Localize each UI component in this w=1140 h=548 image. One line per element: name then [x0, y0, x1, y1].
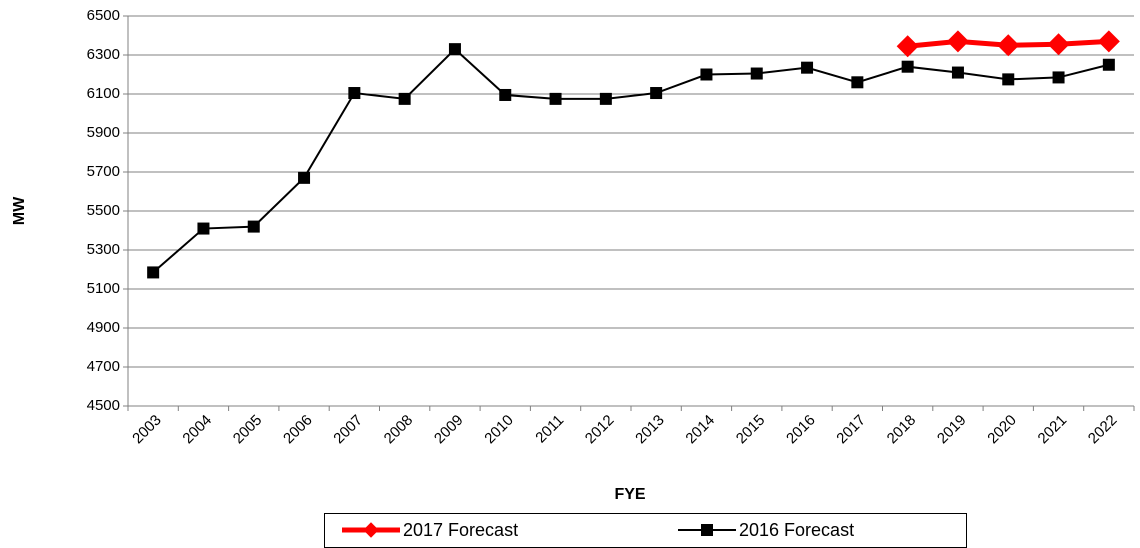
y-tick-label: 5700 — [87, 163, 120, 180]
legend-marker — [363, 522, 379, 538]
data-point — [851, 76, 864, 89]
data-point — [946, 30, 969, 53]
data-point — [901, 60, 914, 73]
data-point — [147, 266, 160, 279]
series-line — [152, 47, 1110, 274]
data-point — [1002, 73, 1015, 86]
y-tick-label: 6300 — [87, 46, 120, 63]
legend-label: 2017 Forecast — [403, 520, 518, 540]
data-point — [1052, 71, 1065, 84]
y-tick-label: 6100 — [87, 85, 120, 102]
x-tick-label: 2008 — [381, 412, 417, 448]
y-tick-label: 4900 — [87, 319, 120, 336]
x-tick-label: 2017 — [833, 412, 869, 448]
data-point — [197, 222, 210, 235]
y-tick-label: 4700 — [87, 358, 120, 375]
x-tick-label: 2011 — [532, 412, 567, 447]
x-axis-title: FYE — [614, 486, 645, 503]
x-tick-label: 2021 — [1035, 412, 1071, 448]
y-tick-label: 5900 — [87, 124, 120, 141]
x-tick-label: 2003 — [129, 412, 165, 448]
data-point — [951, 66, 964, 79]
x-tick-label: 2005 — [230, 412, 266, 448]
data-point — [549, 92, 562, 105]
data-point — [448, 43, 461, 56]
x-tick-label: 2009 — [431, 412, 467, 448]
data-point — [247, 220, 260, 233]
data-point — [1047, 33, 1070, 56]
x-tick-label: 2012 — [582, 412, 618, 448]
y-tick-label: 5300 — [87, 241, 120, 258]
data-point — [1097, 30, 1120, 53]
data-point — [298, 171, 311, 184]
x-tick-label: 2015 — [733, 412, 769, 448]
data-point — [348, 87, 361, 100]
x-tick-label: 2014 — [682, 412, 718, 448]
y-tick-label: 4500 — [87, 397, 120, 414]
legend-marker — [701, 524, 713, 536]
data-point — [896, 35, 919, 58]
y-tick-label: 5500 — [87, 202, 120, 219]
x-tick-label: 2013 — [632, 412, 668, 448]
x-tick-label: 2022 — [1085, 412, 1121, 448]
data-point — [700, 68, 713, 81]
x-tick-label: 2007 — [330, 412, 366, 448]
data-point — [650, 87, 663, 100]
y-tick-label: 5100 — [87, 280, 120, 297]
x-tick-label: 2004 — [179, 412, 215, 448]
data-point — [1102, 58, 1115, 71]
x-tick-label: 2010 — [481, 412, 517, 448]
y-tick-label: 6500 — [87, 7, 120, 24]
x-tick-label: 2018 — [884, 412, 920, 448]
x-tick-label: 2006 — [280, 412, 316, 448]
x-tick-label: 2020 — [984, 412, 1020, 448]
data-point — [750, 67, 763, 80]
legend-box — [324, 513, 967, 548]
y-axis-title: MW — [11, 196, 28, 225]
data-point — [398, 92, 411, 105]
data-point — [499, 88, 512, 101]
data-point — [599, 92, 612, 105]
data-point — [997, 34, 1020, 57]
data-point — [801, 61, 814, 74]
x-tick-label: 2016 — [783, 412, 819, 448]
x-tick-label: 2019 — [934, 412, 970, 448]
legend-label: 2016 Forecast — [739, 520, 854, 540]
